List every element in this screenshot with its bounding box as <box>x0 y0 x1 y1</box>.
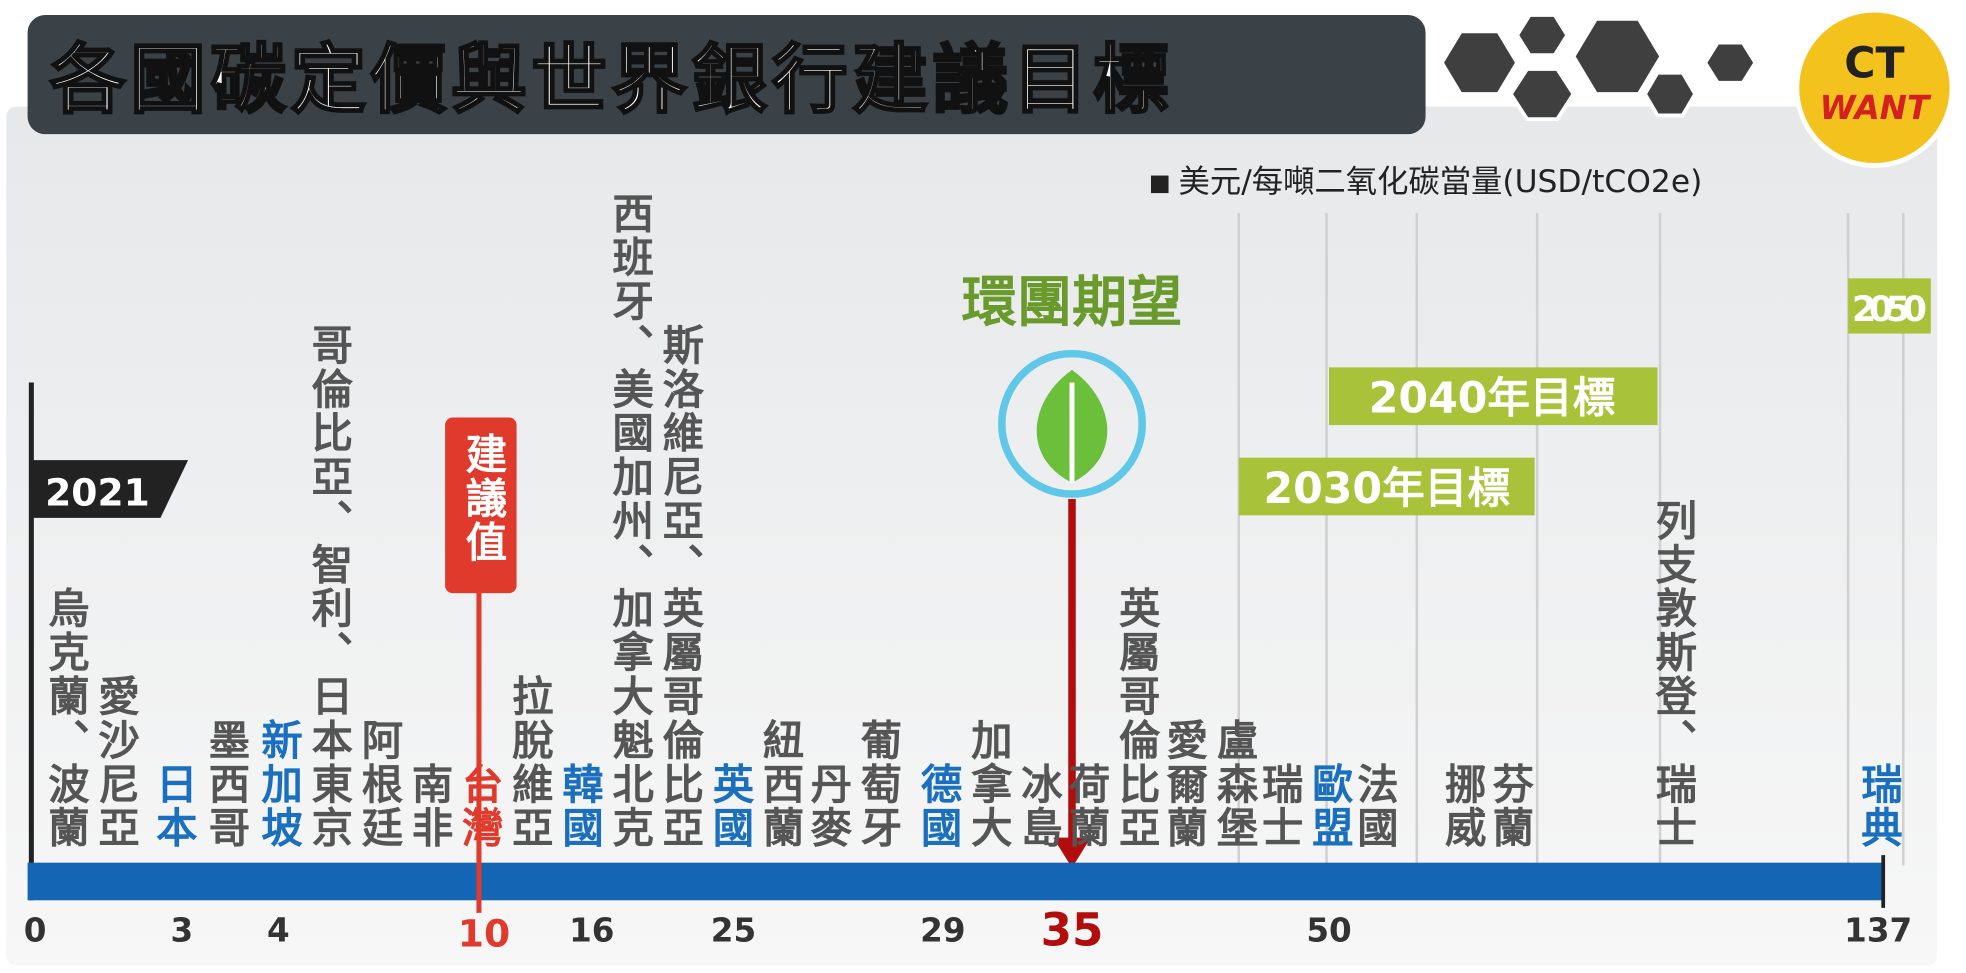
country-column: 烏克蘭、波蘭 <box>41 586 91 851</box>
country-column: 斯洛維尼亞、英屬哥倫比亞 <box>655 323 705 851</box>
country-column: 日本 <box>149 762 199 851</box>
title: 各國碳定價與世界銀行建議目標 <box>50 35 1173 123</box>
year-tag: 2050 <box>1852 289 1927 330</box>
country-column: 葡萄牙 <box>853 718 903 851</box>
country-column: 墨西哥 <box>201 718 251 851</box>
grid <box>1237 213 1905 866</box>
country-column: 南非 <box>404 762 454 851</box>
country-column: 挪威 <box>1438 762 1488 851</box>
country-column: 瑞士 <box>1255 762 1304 851</box>
axis-label: 4 <box>267 912 290 951</box>
country-column: 加拿大 <box>964 718 1014 851</box>
year-tag: 2021 <box>45 470 150 514</box>
logo <box>1794 7 1955 169</box>
legend-swatch <box>1150 175 1169 194</box>
axis-label: 35 <box>1040 905 1104 957</box>
year-tag: 2030年目標 <box>1263 464 1510 514</box>
country-column: 列支敦斯登、瑞士 <box>1648 499 1698 851</box>
hexagons <box>1439 13 1758 122</box>
logo-top: CT <box>1844 39 1904 89</box>
country-column: 台灣 <box>455 762 505 851</box>
arrow-head <box>1053 837 1091 868</box>
axis-label: 137 <box>1844 912 1913 951</box>
country-column: 荷蘭 <box>1061 762 1111 851</box>
country-column: 德國 <box>914 762 963 851</box>
axis-label: 29 <box>920 912 966 951</box>
country-column: 阿根廷 <box>354 718 404 851</box>
country-column: 紐西蘭 <box>756 718 805 851</box>
country-column: 英國 <box>705 762 755 851</box>
country-column: 芬蘭 <box>1485 762 1535 851</box>
country-column: 哥倫比亞、智利、日本東京 <box>304 323 354 851</box>
logo-bottom: WANT <box>1820 89 1932 127</box>
year-tag-bg <box>31 460 189 518</box>
axis-label: 10 <box>457 912 511 957</box>
axis-bar <box>27 862 1884 901</box>
axis-label: 0 <box>23 912 47 951</box>
axis-label: 25 <box>710 912 757 951</box>
axis-label: 16 <box>569 912 615 951</box>
country-column: 冰島 <box>1014 762 1064 851</box>
country-column: 歐盟 <box>1305 762 1355 851</box>
country-column: 西班牙、美國加州、加拿大魁北克 <box>605 191 655 851</box>
year-tag: 2040年目標 <box>1369 374 1616 424</box>
axis-label: 3 <box>170 912 194 951</box>
country-column: 新加坡 <box>254 718 304 851</box>
country-column: 法國 <box>1350 762 1400 851</box>
title-banner <box>27 15 1426 135</box>
year-tag-bg <box>1848 278 1931 334</box>
country-column: 英屬哥倫比亞 <box>1112 586 1162 851</box>
suggested-label: 建議值 <box>458 432 508 565</box>
country-column: 韓國 <box>555 762 605 851</box>
country-column: 愛沙尼亞 <box>91 674 141 851</box>
year-tag-bg <box>1238 457 1535 516</box>
suggested-box <box>445 417 517 594</box>
country-column: 盧森堡 <box>1209 718 1259 851</box>
country-column: 愛爾蘭 <box>1159 718 1209 851</box>
panel <box>6 106 1938 966</box>
country-column: 丹麥 <box>803 762 853 851</box>
unit: 美元/每噸二氧化碳當量(USD/tCO2e) <box>1179 164 1703 200</box>
country-column: 拉脫維亞 <box>505 674 555 851</box>
axis-label: 50 <box>1306 912 1352 951</box>
leaf-ring <box>998 349 1146 498</box>
year-tag-bg <box>1329 367 1658 426</box>
ngo-label: 環團期望 <box>962 271 1183 335</box>
country-column: 瑞典 <box>1854 762 1904 851</box>
